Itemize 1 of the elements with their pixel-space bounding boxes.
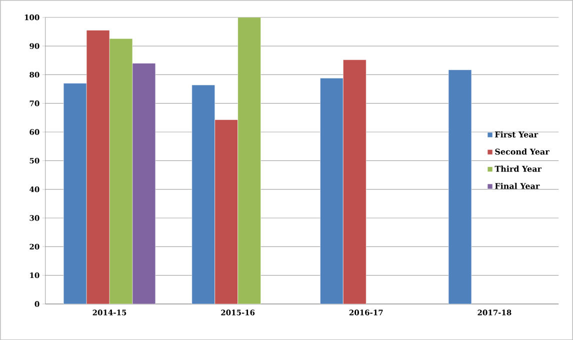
bar [448, 70, 472, 304]
